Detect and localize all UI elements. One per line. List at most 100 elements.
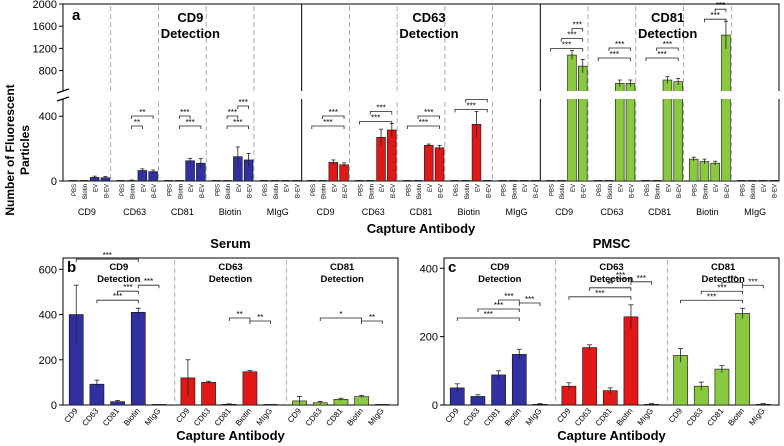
detection-subtitle: Detection <box>638 26 697 41</box>
bar <box>434 147 445 182</box>
category-tick-label: CD63 <box>304 406 324 428</box>
detection-title: CD81 <box>330 262 355 273</box>
significance-bracket <box>656 47 679 51</box>
sample-tick-label: Biotin <box>131 184 137 199</box>
y-tick-label: 800 <box>39 66 57 78</box>
y-tick-label: 0 <box>432 400 438 412</box>
significance-bracket <box>406 125 440 129</box>
sample-tick-label: EV <box>476 184 482 192</box>
detection-title: CD81 <box>711 262 736 273</box>
significance-bracket <box>311 125 345 129</box>
significance-bracket <box>645 57 679 61</box>
sample-tick-label: EV <box>332 184 338 192</box>
bar <box>721 34 731 182</box>
bar <box>328 162 339 182</box>
y-tick-label: 400 <box>39 111 57 123</box>
significance-label: ** <box>257 313 263 322</box>
x-axis-label: Capture Antibody <box>176 428 285 443</box>
capture-group-label: Biotin <box>696 207 719 217</box>
significance-label: * <box>339 310 342 319</box>
capture-group-label: CD81 <box>648 207 671 217</box>
detection-subtitle: Detection <box>478 274 521 285</box>
category-tick-label: CD63 <box>573 406 593 428</box>
x-axis-label: Capture Antibody <box>557 428 666 443</box>
category-tick-label: CD81 <box>482 406 502 428</box>
significance-label: *** <box>228 108 237 117</box>
sample-tick-label: B-EV <box>773 184 779 198</box>
detection-subtitle: Detection <box>161 26 220 41</box>
detection-subtitle: Detection <box>702 274 745 285</box>
category-tick-label: CD9 <box>286 406 304 424</box>
panel-letter: c <box>448 259 456 276</box>
significance-label: *** <box>371 113 380 122</box>
y-axis-label-line1: Number of Fluorescent <box>3 84 17 215</box>
significance-bracket <box>609 278 632 282</box>
significance-bracket <box>178 125 202 129</box>
significance-bracket <box>319 317 363 321</box>
sample-tick-label: Biotin <box>226 184 232 199</box>
detection-title: CD9 <box>490 262 509 273</box>
sample-tick-label: EV <box>523 184 529 192</box>
sample-tick-label: B-EV <box>343 184 349 198</box>
bar <box>710 162 720 182</box>
y-tick-label: 200 <box>420 332 438 344</box>
sample-tick-label: B-EV <box>200 184 206 198</box>
sample-tick-label: B-EV <box>629 184 635 198</box>
capture-group-label: CD81 <box>409 207 432 217</box>
sample-tick-label: PBS <box>740 184 746 196</box>
category-tick-label: Biotin <box>726 407 746 428</box>
sample-tick-label: PBS <box>502 184 508 196</box>
capture-group-label: CD63 <box>123 207 146 217</box>
sample-tick-label: Biotin <box>322 184 328 199</box>
significance-label: *** <box>185 118 194 127</box>
category-tick-label: Biotin <box>503 407 523 428</box>
capture-group-label: CD81 <box>171 207 194 217</box>
capture-group-label: MIgG <box>505 207 527 217</box>
significance-bracket <box>369 111 393 115</box>
significance-label: *** <box>663 40 672 49</box>
significance-label: *** <box>239 98 248 107</box>
significance-bracket <box>417 115 440 119</box>
axis-break-mark <box>56 88 70 102</box>
capture-group-label: Biotin <box>219 207 242 217</box>
sample-tick-label: Biotin <box>656 184 662 199</box>
y-tick-label: 400 <box>39 310 57 322</box>
bar <box>714 368 730 406</box>
detection-title: CD63 <box>412 10 445 25</box>
significance-bracket <box>322 115 345 119</box>
y-tick-label: 0 <box>51 176 57 188</box>
significance-label: *** <box>711 11 720 20</box>
significance-bracket <box>228 317 251 321</box>
category-tick-label: CD9 <box>63 406 81 424</box>
significance-label: *** <box>707 292 716 301</box>
panel-letter: a <box>72 7 81 24</box>
sample-tick-label: EV <box>762 184 768 192</box>
capture-group-label: CD63 <box>362 207 385 217</box>
significance-label: ** <box>369 313 375 322</box>
category-tick-label: CD9 <box>667 406 685 424</box>
significance-label: *** <box>657 50 666 59</box>
bar <box>673 355 688 406</box>
sample-tick-label: PBS <box>693 184 699 196</box>
significance-label: *** <box>728 274 737 283</box>
significance-label: *** <box>637 274 646 283</box>
significance-label: *** <box>717 283 726 292</box>
category-tick-label: Biotin <box>234 407 254 428</box>
sample-tick-label: PBS <box>168 184 174 196</box>
sample-tick-label: EV <box>666 184 672 192</box>
significance-bracket <box>249 320 272 324</box>
sample-tick-label: PBS <box>311 184 317 196</box>
detection-title: CD81 <box>651 10 684 25</box>
sample-tick-label: PBS <box>597 184 603 196</box>
sample-tick-label: B-EV <box>104 184 110 198</box>
significance-label: *** <box>113 292 122 301</box>
significance-label: *** <box>144 277 153 286</box>
sample-tick-label: PBS <box>645 184 651 196</box>
significance-bracket <box>568 296 632 300</box>
bar <box>130 311 146 406</box>
category-tick-label: CD9 <box>174 406 192 424</box>
